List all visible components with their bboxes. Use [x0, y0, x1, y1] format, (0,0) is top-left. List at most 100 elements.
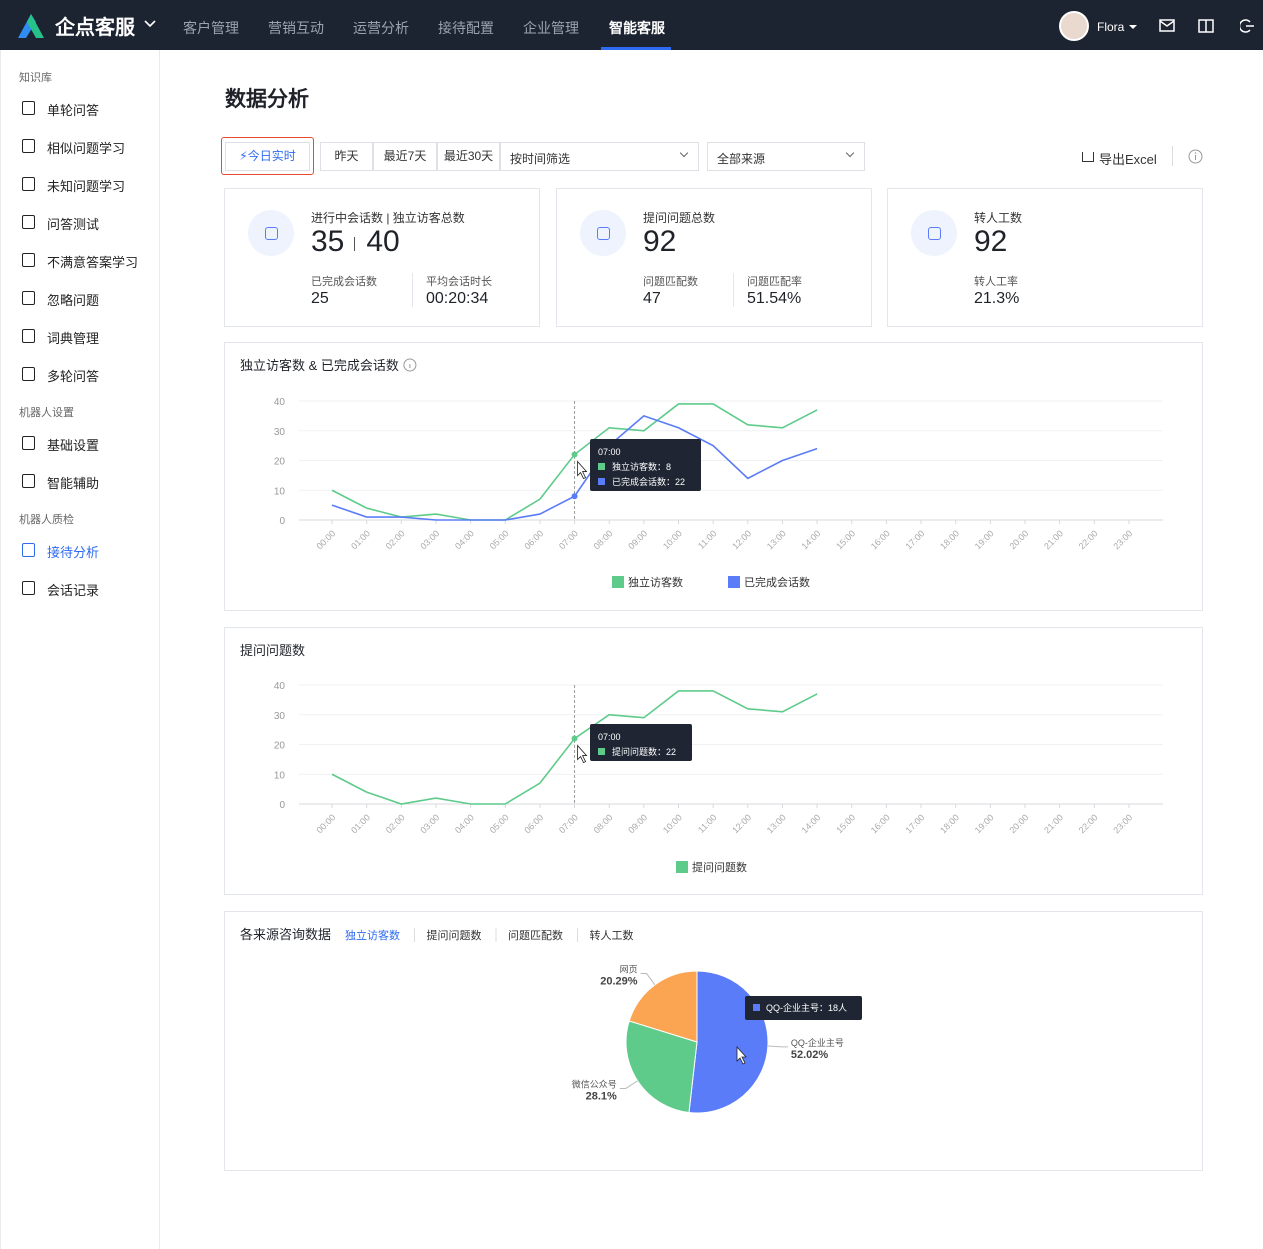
x-tick-label: 01:00 — [349, 528, 372, 551]
chart-tab[interactable]: 独立访客数 — [345, 928, 400, 942]
quick-filter[interactable]: 最近7天 — [373, 142, 437, 171]
time-select-text: 按时间筛选 — [510, 152, 571, 166]
tooltip-swatch — [598, 478, 605, 485]
x-tick-label: 08:00 — [592, 812, 615, 835]
source-select[interactable]: 全部来源 — [707, 142, 865, 171]
x-tick-label: 09:00 — [626, 812, 649, 835]
x-tick-label: 15:00 — [834, 528, 857, 551]
sidebar-item[interactable]: 不满意答案学习 — [47, 255, 139, 270]
time-select[interactable]: 按时间筛选 — [500, 142, 699, 171]
stat-card: 转人工数 92 转人工率 21.3% — [887, 188, 1203, 327]
sidebar-item[interactable]: 基础设置 — [47, 438, 100, 453]
quick-filter[interactable]: 昨天 — [320, 142, 373, 171]
stat-value: 35 — [311, 225, 345, 258]
x-tick-label: 18:00 — [938, 812, 961, 835]
x-tick-label: 07:00 — [557, 528, 580, 551]
tooltip-line: QQ-企业主号：18人 — [766, 1002, 847, 1013]
label-leader — [619, 1080, 638, 1089]
sidebar-item[interactable]: 相似问题学习 — [47, 141, 126, 156]
x-tick-label: 17:00 — [903, 528, 926, 551]
legend-label[interactable]: 提问问题数 — [692, 861, 747, 874]
x-tick-label: 16:00 — [869, 528, 892, 551]
sidebar-icon — [22, 215, 35, 229]
x-tick-label: 06:00 — [522, 812, 545, 835]
logout-icon[interactable] — [1240, 19, 1256, 33]
x-tick-label: 19:00 — [973, 812, 996, 835]
stat-card: 提问问题总数 92 问题匹配数 47 问题匹配率 51.54% — [556, 188, 872, 327]
brand-chevron[interactable] — [143, 18, 157, 30]
chart-tab[interactable]: 问题匹配数 — [508, 929, 563, 942]
page-title: 数据分析 — [225, 88, 309, 111]
tooltip-swatch — [598, 463, 605, 470]
stat-separator — [354, 237, 356, 251]
y-tick-label: 0 — [279, 800, 285, 811]
nav-item[interactable]: 运营分析 — [353, 20, 409, 36]
sidebar-item[interactable]: 智能辅助 — [47, 476, 100, 491]
legend-swatch[interactable] — [728, 576, 740, 588]
sidebar-group-title: 知识库 — [19, 72, 52, 84]
cursor — [577, 744, 588, 764]
tooltip-swatch — [753, 1004, 760, 1011]
hover-dot — [571, 735, 578, 742]
quick-filter[interactable]: 最近30天 — [437, 142, 500, 171]
y-tick-label: 30 — [274, 711, 286, 722]
sidebar-item[interactable]: 多轮问答 — [47, 369, 100, 384]
x-tick-label: 19:00 — [973, 528, 996, 551]
sidebar-icon — [22, 139, 35, 153]
mail-icon[interactable] — [1159, 19, 1175, 32]
sidebar-item[interactable]: 词典管理 — [47, 331, 100, 346]
sidebar-item[interactable]: 会话记录 — [47, 583, 100, 598]
stat-label: 进行中会话数 | 独立访客总数 — [311, 211, 465, 225]
pie-label-name: 网页 — [620, 965, 638, 975]
user-name[interactable]: Flora — [1097, 20, 1125, 34]
quick-filter[interactable]: ⚡今日实时 — [225, 142, 310, 171]
x-tick-label: 03:00 — [418, 812, 441, 835]
avatar[interactable] — [1059, 11, 1089, 41]
nav-item[interactable]: 接待配置 — [438, 20, 494, 36]
nav-item[interactable]: 智能客服 — [609, 20, 665, 36]
tooltip: 07:00 提问问题数：22 — [590, 724, 692, 761]
tooltip-line: 独立访客数：8 — [612, 461, 671, 472]
x-tick-label: 08:00 — [592, 528, 615, 551]
chart-card: 各来源咨询数据 独立访客数 提问问题数 问题匹配数 转人工数 QQ-企业主号 52.02% 微… — [224, 911, 1203, 1171]
tooltip-box — [590, 439, 701, 491]
nav-item[interactable]: 营销互动 — [268, 20, 324, 36]
sidebar-item[interactable]: 忽略问题 — [47, 293, 100, 308]
x-tick-label: 12:00 — [730, 528, 753, 551]
book-icon[interactable] — [1198, 19, 1214, 33]
info-icon[interactable] — [403, 358, 417, 372]
stat-icon — [911, 210, 957, 256]
tooltip-box — [590, 724, 692, 761]
x-tick-label: 17:00 — [903, 812, 926, 835]
x-tick-label: 12:00 — [730, 812, 753, 835]
x-tick-label: 11:00 — [696, 812, 719, 835]
legend-swatch[interactable] — [612, 576, 624, 588]
legend-label[interactable]: 独立访客数 — [628, 575, 683, 589]
legend-swatch[interactable] — [676, 861, 688, 873]
pie-slice[interactable] — [628, 970, 698, 1043]
nav-item[interactable]: 企业管理 — [523, 20, 579, 36]
sidebar-item[interactable]: 接待分析 — [47, 545, 100, 560]
filter-bar: ⚡今日实时 昨天 最近7天 最近30天 按时间筛选 全部来源 导出Excel — [0, 0, 1263, 175]
x-tick-label: 15:00 — [834, 812, 857, 835]
chart-tab[interactable]: 转人工数 — [590, 928, 634, 942]
pie-slice[interactable] — [688, 970, 769, 1114]
x-tick-label: 02:00 — [384, 812, 407, 835]
sidebar-item[interactable]: 未知问题学习 — [47, 179, 126, 194]
x-tick-label: 20:00 — [1007, 528, 1030, 551]
chart-tab[interactable]: 提问问题数 — [427, 929, 482, 942]
pie-label-name: 微信公众号 — [572, 1078, 617, 1089]
sidebar-item[interactable]: 单轮问答 — [47, 103, 100, 118]
sidebar-item[interactable]: 问答测试 — [47, 217, 100, 232]
stat-icon — [248, 210, 294, 256]
legend-label[interactable]: 已完成会话数 — [744, 575, 810, 589]
x-tick-label: 10:00 — [661, 528, 684, 551]
nav-item[interactable]: 客户管理 — [183, 20, 239, 36]
stat-sub-label: 问题匹配率 — [747, 276, 802, 288]
x-tick-label: 23:00 — [1111, 528, 1134, 551]
export-button[interactable]: 导出Excel — [1099, 152, 1157, 167]
brand[interactable]: 企点客服 — [55, 17, 135, 39]
info-icon[interactable] — [1188, 149, 1203, 164]
stat-icon-glyph — [928, 227, 941, 240]
